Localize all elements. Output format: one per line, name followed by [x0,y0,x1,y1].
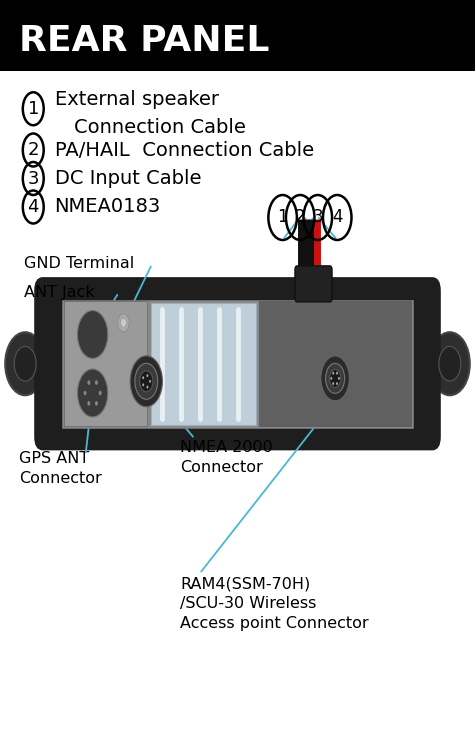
Text: RAM4(SSM-70H)
/SCU-30 Wireless
Access point Connector: RAM4(SSM-70H) /SCU-30 Wireless Access po… [180,577,369,631]
FancyBboxPatch shape [62,299,413,427]
Circle shape [338,376,340,380]
Circle shape [146,374,148,377]
Circle shape [77,369,108,417]
Circle shape [130,356,162,407]
Text: NMEA 2000
Connector: NMEA 2000 Connector [180,440,273,475]
FancyBboxPatch shape [151,302,256,424]
Text: 1: 1 [277,209,288,226]
Circle shape [142,376,144,380]
Text: 3: 3 [28,170,39,188]
Text: 4: 4 [332,209,342,226]
Text: GND Terminal: GND Terminal [24,256,134,272]
Circle shape [439,346,461,381]
FancyBboxPatch shape [259,301,411,426]
Circle shape [82,318,103,351]
Circle shape [87,380,90,385]
Circle shape [87,326,98,344]
Circle shape [118,314,129,332]
FancyBboxPatch shape [34,278,441,450]
Circle shape [99,391,102,395]
Circle shape [5,332,45,395]
Circle shape [140,370,153,392]
Text: External speaker: External speaker [55,90,218,110]
Text: DC Input Cable: DC Input Cable [55,169,201,188]
Circle shape [14,346,36,381]
Circle shape [332,372,334,375]
Circle shape [135,363,158,399]
Circle shape [332,382,334,385]
Circle shape [430,332,470,395]
Circle shape [149,380,151,382]
Circle shape [95,380,98,385]
Circle shape [331,376,332,380]
Text: 1: 1 [28,100,39,118]
Text: 2: 2 [295,209,305,226]
Circle shape [95,401,98,406]
Circle shape [142,383,144,386]
Text: REAR PANEL: REAR PANEL [19,24,269,58]
Circle shape [82,376,103,410]
Circle shape [88,386,97,400]
Text: ANT Jack: ANT Jack [24,285,95,300]
Circle shape [336,372,338,375]
FancyBboxPatch shape [0,0,475,71]
Circle shape [336,382,338,385]
Circle shape [87,401,90,406]
Circle shape [77,310,108,358]
Text: PA/HAIL  Connection Cable: PA/HAIL Connection Cable [55,140,314,160]
Circle shape [146,386,148,388]
FancyBboxPatch shape [295,266,332,302]
FancyBboxPatch shape [64,301,147,426]
Circle shape [321,356,350,401]
Circle shape [84,391,86,395]
Text: NMEA0183: NMEA0183 [55,197,161,217]
Circle shape [121,318,126,327]
Circle shape [330,370,341,387]
Text: 2: 2 [28,141,39,159]
Text: Connection Cable: Connection Cable [74,118,246,137]
Text: 4: 4 [28,198,39,216]
Text: GPS ANT
Connector: GPS ANT Connector [19,452,102,486]
Circle shape [326,364,345,393]
Text: 3: 3 [313,209,323,226]
